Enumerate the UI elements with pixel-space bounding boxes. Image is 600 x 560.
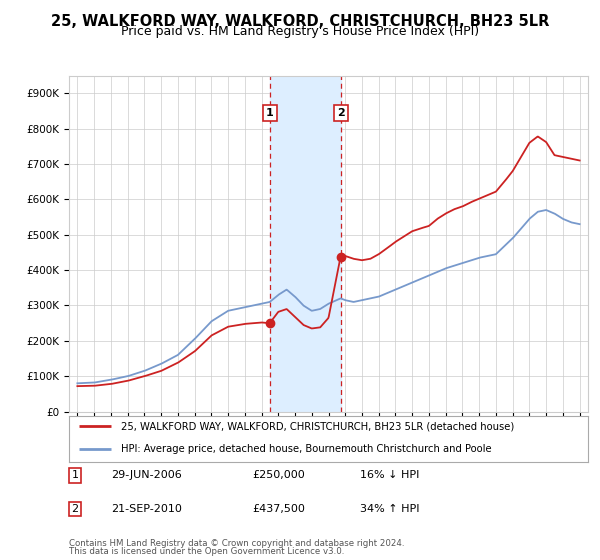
Text: 1: 1 [71, 470, 79, 480]
Text: £250,000: £250,000 [252, 470, 305, 480]
Text: 2: 2 [71, 504, 79, 514]
Text: Price paid vs. HM Land Registry's House Price Index (HPI): Price paid vs. HM Land Registry's House … [121, 25, 479, 38]
Text: 25, WALKFORD WAY, WALKFORD, CHRISTCHURCH, BH23 5LR: 25, WALKFORD WAY, WALKFORD, CHRISTCHURCH… [51, 14, 549, 29]
Text: 34% ↑ HPI: 34% ↑ HPI [360, 504, 419, 514]
Text: This data is licensed under the Open Government Licence v3.0.: This data is licensed under the Open Gov… [69, 547, 344, 556]
Text: 25, WALKFORD WAY, WALKFORD, CHRISTCHURCH, BH23 5LR (detached house): 25, WALKFORD WAY, WALKFORD, CHRISTCHURCH… [121, 421, 514, 431]
Text: 1: 1 [266, 108, 274, 118]
Text: 21-SEP-2010: 21-SEP-2010 [111, 504, 182, 514]
Text: 2: 2 [337, 108, 344, 118]
Text: 29-JUN-2006: 29-JUN-2006 [111, 470, 182, 480]
Text: Contains HM Land Registry data © Crown copyright and database right 2024.: Contains HM Land Registry data © Crown c… [69, 539, 404, 548]
Text: 16% ↓ HPI: 16% ↓ HPI [360, 470, 419, 480]
Bar [270, 76, 341, 412]
Text: HPI: Average price, detached house, Bournemouth Christchurch and Poole: HPI: Average price, detached house, Bour… [121, 444, 491, 454]
Text: £437,500: £437,500 [252, 504, 305, 514]
